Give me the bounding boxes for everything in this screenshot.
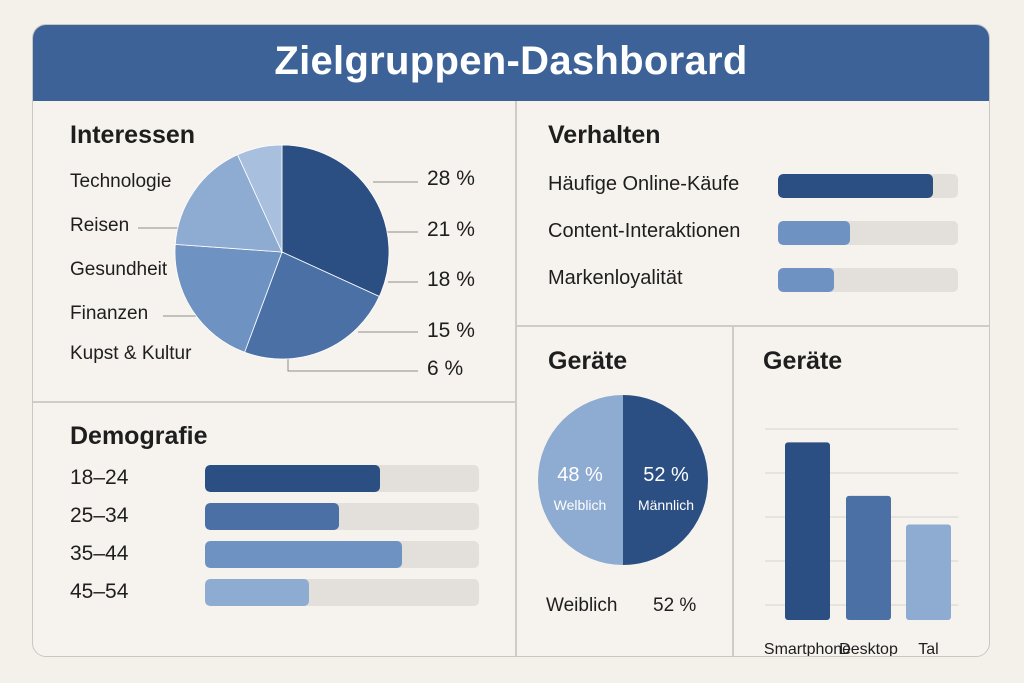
interest-value-0: 28 % [427, 167, 475, 190]
pie-slice-gesundheit [174, 243, 283, 353]
interest-label-finanzen: Finanzen [70, 303, 149, 324]
behavior-bars-bar-h-ufige-online-k-ufe [778, 174, 933, 198]
demo-bars-track-35-44 [205, 541, 479, 568]
device-label-tal: Tal [918, 641, 938, 657]
dashboard-card: Zielgruppen-Dashborard Interessen Techno… [32, 24, 990, 657]
gender-value-1: 52 % [643, 464, 689, 486]
interests-title: Interessen [70, 121, 196, 149]
gender-slice-m-nnlich [623, 395, 708, 565]
behavior-title: Verhalten [548, 121, 661, 149]
devices-gender-title: Geräte [548, 347, 628, 375]
divider-vertical-right [732, 325, 734, 656]
gender-slice-welblich [538, 395, 623, 565]
divider-vertical-main [515, 101, 517, 656]
behavior-bars-label-content-interaktionen: Content-Interaktionen [548, 220, 741, 242]
page-title: Zielgruppen-Dashborard [274, 39, 748, 83]
interest-value-2: 18 % [427, 268, 475, 291]
interest-label-kupst-kultur: Kupst & Kultur [70, 343, 192, 364]
divider-left [33, 401, 515, 403]
behavior-bars-bar-content-interaktionen [778, 221, 850, 245]
demo-bars-track-25-34 [205, 503, 479, 530]
behavior-bars-bar-markenloyalit-t [778, 268, 834, 292]
demo-bars-bar-35-44 [205, 541, 403, 568]
demo-bars-bar-45-54 [205, 579, 310, 606]
demo-bars-bar-25-34 [205, 503, 340, 530]
interest-label-gesundheit: Gesundheit [70, 259, 168, 280]
interests-pie-chart [174, 144, 390, 360]
interest-label-reisen: Reisen [70, 215, 130, 236]
interest-value-3: 15 % [427, 319, 475, 342]
pie-slice-technologie [281, 144, 390, 297]
behavior-bars-label-h-ufige-online-k-ufe: Häufige Online-Käufe [548, 173, 740, 195]
behavior-bars-track-markenloyalit-t [778, 268, 958, 292]
device-label-desktop: Desktop [839, 641, 898, 657]
divider-right [515, 325, 989, 327]
devices-bars-title: Geräte [763, 347, 843, 375]
demo-bars-label-35-44: 35–44 [70, 542, 129, 565]
device-label-smartphone: Smartphone [764, 641, 851, 657]
device-bar-tal [906, 524, 951, 620]
leader-line-right-4 [287, 355, 418, 372]
gender-label-1: Männlich [638, 497, 694, 513]
behavior-bars-track-h-ufige-online-k-ufe [778, 174, 958, 198]
interest-value-4: 6 % [427, 357, 464, 380]
interest-label-technologie: Technologie [70, 171, 172, 192]
pie-slice-finanzen [174, 154, 283, 253]
demo-bars-track-45-54 [205, 579, 479, 606]
device-bar-smartphone [785, 442, 830, 620]
gender-label-0: Welblich [554, 497, 607, 513]
demo-bars-label-25-34: 25–34 [70, 504, 129, 527]
pie-slice-reisen [244, 251, 380, 360]
header-bar: Zielgruppen-Dashborard [33, 25, 989, 101]
device-bar-desktop [846, 495, 891, 620]
behavior-bars-track-content-interaktionen [778, 221, 958, 245]
demo-bars-track-18-24 [205, 465, 479, 492]
demo-bars-label-45-54: 45–54 [70, 580, 129, 603]
demo-bars-bar-18-24 [205, 465, 381, 492]
gender-footer-label: Weiblich [546, 595, 618, 616]
gender-pie-chart: 48 % Welblich 52 % Männlich [538, 395, 708, 565]
gender-footer-value: 52 % [653, 595, 697, 616]
interest-value-1: 21 % [427, 218, 475, 241]
pie-slice-kupst-kultur [237, 144, 283, 253]
demography-title: Demografie [70, 422, 208, 450]
gender-value-0: 48 % [557, 464, 603, 486]
behavior-bars-label-markenloyalit-t: Markenloyalität [548, 267, 683, 289]
demo-bars-label-18-24: 18–24 [70, 466, 129, 489]
